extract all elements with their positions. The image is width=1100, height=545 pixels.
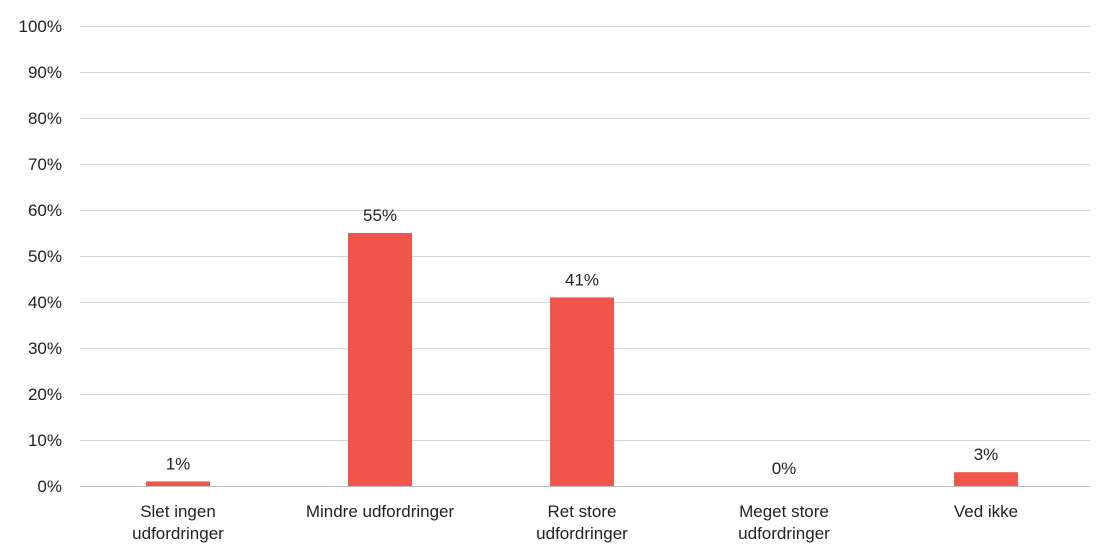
data-label: 3% (974, 445, 999, 464)
bars (146, 233, 1018, 486)
data-labels: 1% 55% 41% 0% 3% (166, 206, 999, 478)
bar (550, 297, 614, 486)
x-category-label: Ret store udfordringer (536, 502, 628, 543)
y-tick-label: 40% (28, 293, 62, 312)
y-tick-label: 100% (19, 17, 62, 36)
bar (954, 472, 1018, 486)
x-category-label: Mindre udfordringer (306, 502, 455, 521)
x-axis-category-labels: Slet ingen udfordringer Mindre udfordringe… (132, 502, 1018, 543)
y-tick-label: 60% (28, 201, 62, 220)
data-label: 0% (772, 459, 797, 478)
bar (146, 481, 210, 486)
y-axis-tick-labels: 0% 10% 20% 30% 40% 50% 60% 70% 80% 90% 100% (19, 17, 62, 496)
y-tick-label: 50% (28, 247, 62, 266)
y-tick-label: 80% (28, 109, 62, 128)
y-tick-label: 30% (28, 339, 62, 358)
y-tick-label: 20% (28, 385, 62, 404)
y-tick-label: 70% (28, 155, 62, 174)
x-category-label: Meget store udfordringer (738, 502, 830, 543)
data-label: 55% (363, 206, 397, 225)
data-label: 1% (166, 454, 191, 473)
x-category-label: Ved ikke (954, 502, 1018, 521)
y-tick-label: 0% (37, 477, 62, 496)
bar (348, 233, 412, 486)
x-category-label: Slet ingen udfordringer (132, 502, 224, 543)
data-label: 41% (565, 270, 599, 289)
y-tick-label: 90% (28, 63, 62, 82)
y-tick-label: 10% (28, 431, 62, 450)
